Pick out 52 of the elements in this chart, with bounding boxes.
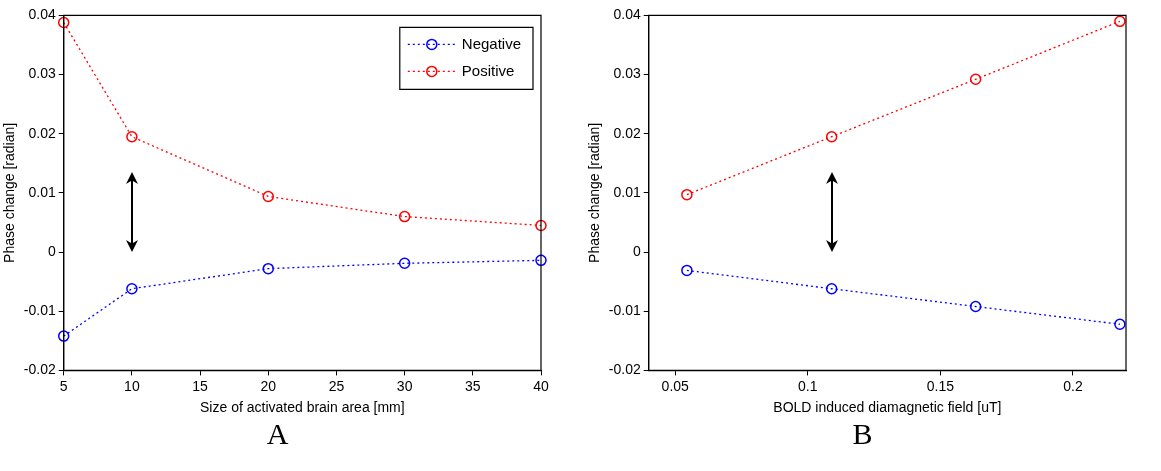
x-tick-label: 35 xyxy=(465,377,481,394)
point xyxy=(969,73,982,86)
y-tick-label: 0.01 xyxy=(613,183,641,200)
x-tick-label: 0.15 xyxy=(926,377,955,394)
point xyxy=(262,190,275,203)
legend-label: Negative xyxy=(461,34,521,52)
point xyxy=(398,257,411,270)
y-tick-label: 0.03 xyxy=(613,65,641,82)
point xyxy=(126,130,138,143)
point xyxy=(1114,318,1126,330)
point xyxy=(262,262,275,275)
point xyxy=(398,210,411,223)
y-tick-label: 0.04 xyxy=(613,6,641,23)
point xyxy=(126,283,138,295)
x-tick-label: 40 xyxy=(533,377,549,394)
x-axis-title: Size of activated brain area [mm] xyxy=(200,399,405,416)
x-tick-label: 0.1 xyxy=(798,377,818,394)
x-tick-label: 30 xyxy=(396,377,413,394)
y-tick-label: 0.02 xyxy=(613,124,641,141)
x-tick-label: 15 xyxy=(192,377,209,394)
y-tick-label: -0.02 xyxy=(608,361,641,378)
x-tick-label: 10 xyxy=(124,377,140,394)
y-tick-label: 0.04 xyxy=(28,6,56,23)
point xyxy=(825,283,838,295)
point xyxy=(57,330,70,342)
y-axis-title: Phase change [radian] xyxy=(1,122,18,263)
y-axis-title: Phase change [radian] xyxy=(586,122,603,263)
y-tick-label: -0.01 xyxy=(23,302,56,319)
y-tick-label: 0.03 xyxy=(28,65,56,82)
legend-label: Positive xyxy=(461,61,515,79)
y-tick-label: -0.02 xyxy=(23,361,56,378)
x-tick-label: 0.2 xyxy=(1063,377,1083,394)
x-tick-label: 20 xyxy=(260,377,277,394)
y-tick-label: 0.01 xyxy=(28,183,56,200)
text: A xyxy=(265,417,290,451)
point xyxy=(535,254,547,267)
x-tick-label: 5 xyxy=(59,377,68,394)
x-tick-label: 0.05 xyxy=(661,377,690,394)
point xyxy=(825,130,838,143)
point xyxy=(969,300,982,313)
y-tick-label: -0.01 xyxy=(608,302,641,319)
y-tick-label: 0.02 xyxy=(28,124,56,141)
point xyxy=(535,219,547,232)
y-tick-label: 0 xyxy=(632,242,641,259)
y-tick-label: 0 xyxy=(47,242,56,259)
point xyxy=(681,264,693,277)
text: B xyxy=(851,417,874,451)
point xyxy=(681,188,693,201)
x-tick-label: 25 xyxy=(328,377,345,394)
point xyxy=(1114,15,1126,28)
x-axis-title: BOLD induced diamagnetic field [uT] xyxy=(773,399,1002,416)
point xyxy=(57,16,70,29)
